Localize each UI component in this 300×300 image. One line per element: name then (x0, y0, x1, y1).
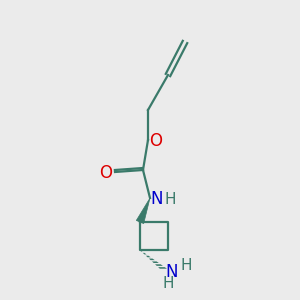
Polygon shape (149, 259, 155, 260)
Text: H: H (162, 277, 174, 292)
Polygon shape (143, 253, 147, 254)
Polygon shape (136, 198, 150, 224)
Polygon shape (152, 261, 159, 263)
Text: N: N (151, 190, 163, 208)
Polygon shape (158, 267, 167, 269)
Text: O: O (100, 164, 112, 182)
Text: H: H (180, 257, 192, 272)
Polygon shape (140, 250, 142, 252)
Text: O: O (149, 132, 163, 150)
Polygon shape (146, 256, 151, 257)
Polygon shape (155, 264, 163, 266)
Text: H: H (164, 191, 176, 206)
Text: N: N (166, 263, 178, 281)
